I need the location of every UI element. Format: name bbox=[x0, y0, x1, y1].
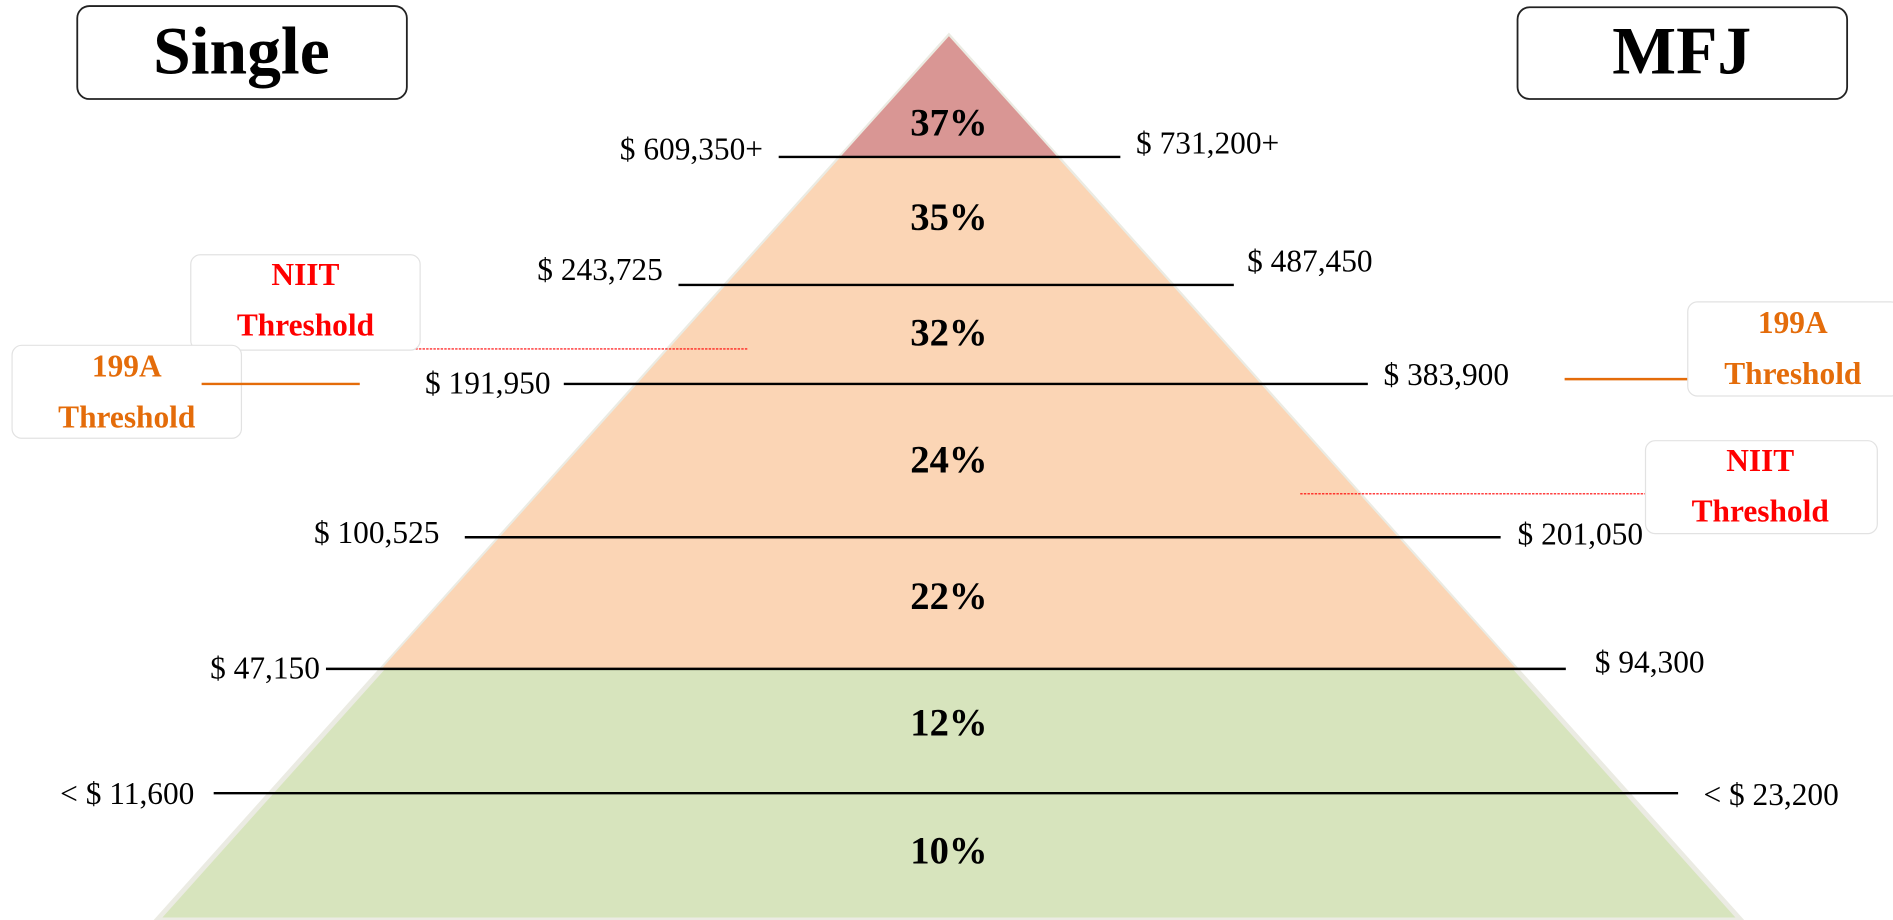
callout-text: Threshold bbox=[1692, 494, 1830, 529]
mfj-threshold: < $ 23,200 bbox=[1703, 777, 1838, 812]
single-threshold: < $ 11,600 bbox=[60, 776, 194, 811]
single-header-box bbox=[76, 5, 408, 100]
callout-box bbox=[190, 254, 421, 351]
callout-text: Threshold bbox=[1724, 356, 1862, 391]
callout-text: NIIT bbox=[1726, 443, 1794, 478]
rate: 32% bbox=[910, 313, 987, 355]
mfj-threshold: $ 94,300 bbox=[1595, 644, 1705, 679]
mfj-threshold: $ 487,450 bbox=[1247, 244, 1373, 279]
mfj-threshold: $ 383,900 bbox=[1384, 357, 1510, 392]
callout-text: Threshold bbox=[58, 399, 196, 434]
callout-box bbox=[11, 344, 243, 439]
single-threshold: $ 243,725 bbox=[537, 252, 663, 287]
single-threshold: $ 100,525 bbox=[314, 515, 440, 550]
callout-text: NIIT bbox=[271, 257, 339, 292]
callout-text: Threshold bbox=[237, 308, 375, 343]
mfj-threshold: $ 731,200+ bbox=[1136, 125, 1279, 160]
mfj-header: MFJ bbox=[1612, 13, 1751, 88]
callout-box bbox=[1687, 301, 1893, 397]
mfj-header-box bbox=[1516, 6, 1849, 100]
rate: 22% bbox=[910, 576, 987, 618]
pyramid-orange bbox=[381, 36, 1517, 669]
rate: 12% bbox=[910, 703, 987, 745]
single-threshold: $ 609,350+ bbox=[620, 131, 763, 166]
callout-box bbox=[1644, 440, 1878, 535]
callout-text: 199A bbox=[1758, 305, 1828, 340]
rate: 10% bbox=[910, 831, 987, 873]
single-header: Single bbox=[153, 13, 330, 88]
callout-text: 199A bbox=[92, 349, 162, 384]
mfj-threshold: $ 201,050 bbox=[1518, 516, 1644, 551]
pyramid-red bbox=[840, 36, 1058, 157]
rate: 24% bbox=[910, 439, 987, 481]
rate: 37% bbox=[910, 103, 987, 145]
single-threshold: $ 191,950 bbox=[425, 366, 551, 401]
single-threshold: $ 47,150 bbox=[210, 650, 320, 685]
rate: 35% bbox=[910, 197, 987, 239]
